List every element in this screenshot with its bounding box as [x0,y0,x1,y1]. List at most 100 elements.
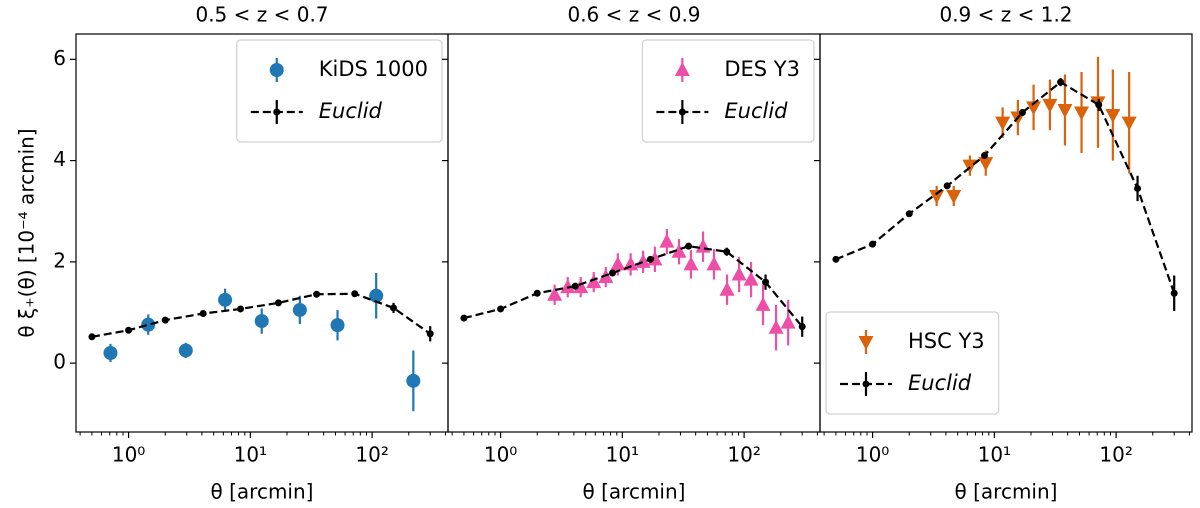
marker [547,286,563,301]
marker [995,116,1011,131]
legend: KiDS 1000 Euclid [236,39,443,143]
marker [723,248,731,256]
marker [943,182,951,190]
y-tick-label: 6 [53,46,66,70]
marker [497,305,505,313]
marker [832,255,840,263]
x-tick-label: 10⁰ [484,443,517,467]
series [929,56,1137,207]
series [547,228,796,351]
panel: 0.6 < z < 0.9 θ [arcmin] 10⁰ 10¹ 10² DES Y3 Eu… [442,3,821,504]
marker [236,305,244,313]
x-tick-label: 10² [727,443,760,467]
y-tick-label: 0 [53,350,66,374]
marker [755,296,771,311]
marker [1057,78,1065,86]
marker [426,330,434,338]
marker [869,240,877,248]
x-tick-label: 10¹ [234,443,267,467]
legend-label: HSC Y3 [908,329,985,353]
plot-frame [819,33,1193,433]
legend-label: KiDS 1000 [319,57,428,81]
marker [659,233,675,248]
marker [161,316,169,324]
legend-marker [273,108,281,116]
marker [1057,103,1073,118]
marker [685,242,693,250]
marker [141,317,156,332]
y-axis-label: θ ξ₊(θ) [10⁻⁴ arcmin] [15,128,39,337]
legend-label: Euclid [908,371,972,395]
panel-title: 0.5 < z < 0.7 [195,3,328,27]
series-line [835,80,1176,294]
marker [1134,184,1142,192]
marker [218,292,233,307]
legend-frame [641,39,815,143]
marker [1018,108,1026,116]
marker [768,319,784,334]
x-axis-label: θ [arcmin] [211,480,314,504]
marker [798,323,806,331]
marker [533,289,541,297]
marker [1026,101,1042,116]
marker [586,274,602,289]
marker [313,290,321,298]
marker [608,269,616,277]
marker [88,333,96,341]
marker [980,152,988,160]
marker [683,256,699,271]
marker [1105,109,1121,124]
x-axis-label: θ [arcmin] [583,480,686,504]
marker [103,346,118,361]
marker [978,157,994,172]
marker [274,299,282,307]
series-line [91,292,431,338]
series [832,78,1178,311]
panel: 0.5 < z < 0.7 θ [arcmin] θ ξ₊(θ) [10⁻⁴ arc… [15,3,449,504]
marker [610,256,626,271]
marker [719,281,735,296]
marker [780,314,796,329]
marker [125,326,133,334]
marker [946,190,962,205]
marker [731,266,747,281]
marker [390,304,398,312]
x-tick-label: 10¹ [606,443,639,467]
marker [199,310,207,318]
marker [1170,289,1178,297]
series [103,273,421,412]
marker [254,314,269,329]
series [460,242,806,337]
marker [646,255,654,263]
legend-label: Euclid [319,99,383,123]
x-tick-label: 10⁰ [112,443,145,467]
marker [762,278,770,286]
marker [292,302,307,317]
marker [905,210,913,218]
marker [460,314,468,322]
marker [1074,106,1090,121]
legend-label: DES Y3 [724,57,800,81]
series-line [463,245,804,328]
marker [706,256,722,271]
panel-title: 0.9 < z < 1.2 [939,3,1072,27]
legend-marker [858,336,874,350]
marker [351,290,359,298]
legend: DES Y3 Euclid [641,39,815,143]
panel: 0.9 < z < 1.2 θ [arcmin] 10⁰ 10¹ 10² HSC Y3 Eu… [814,3,1193,504]
legend-marker [674,62,690,76]
y-tick-label: 2 [53,248,66,272]
legend-frame [825,311,1000,415]
panel-title: 0.6 < z < 0.9 [567,3,700,27]
marker [1042,98,1058,113]
marker [571,282,579,290]
marker [369,288,384,303]
legend-frame [236,39,443,143]
series [88,290,434,342]
marker [671,243,687,258]
marker [406,373,421,388]
x-tick-label: 10⁰ [856,443,889,467]
legend-marker [862,380,870,388]
